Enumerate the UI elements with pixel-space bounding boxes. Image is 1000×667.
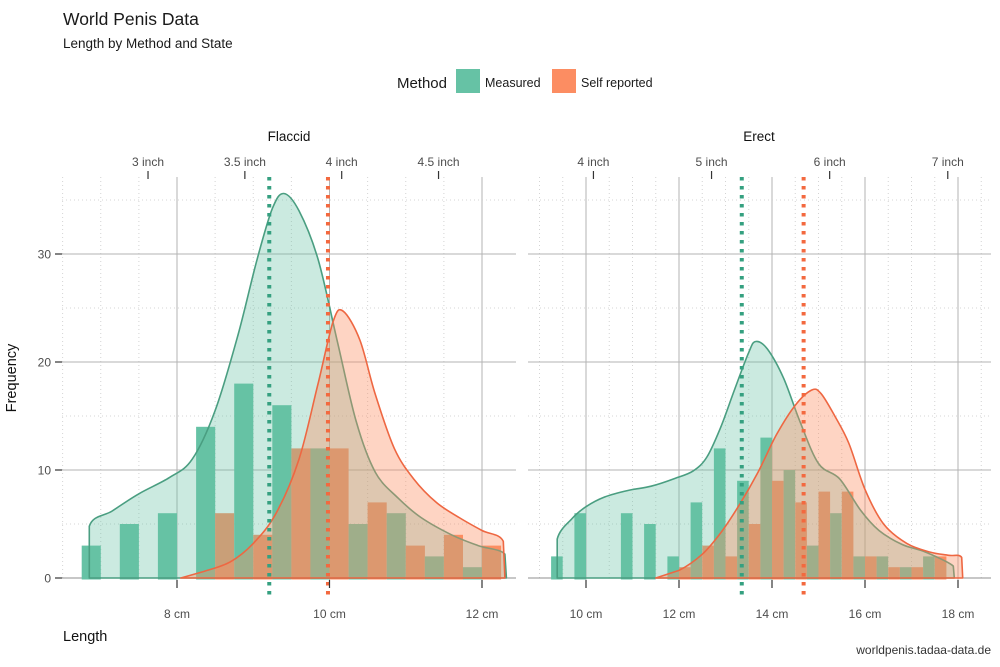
- x-tick-label-top: 4 inch: [326, 155, 358, 169]
- facet-label-erect: Erect: [743, 129, 775, 144]
- histogram-bar-self-reported: [841, 491, 854, 580]
- panel-background: [528, 177, 991, 580]
- histogram-bar-self-reported: [772, 480, 784, 580]
- y-axis: 0 10 20 30: [38, 248, 62, 586]
- histogram-bar-measured: [386, 513, 406, 580]
- caption: worldpenis.tadaa-data.de: [855, 643, 991, 657]
- histogram-bar-self-reported: [253, 534, 273, 580]
- histogram-bar-self-reported: [405, 545, 425, 580]
- histogram-bar-measured: [119, 524, 139, 580]
- x-tick-label-bottom: 14 cm: [756, 607, 789, 621]
- panel-erect: 10 cm 12 cm 14 cm 16 cm 18 cm 4 inch 5 inch 6 i…: [528, 155, 991, 621]
- histogram-bar-measured: [157, 513, 177, 580]
- x-tick-label-top: 4.5 inch: [418, 155, 460, 169]
- density-curve-measured: [88, 192, 508, 579]
- histogram-bar-measured: [272, 405, 292, 580]
- x-tick-label-bottom: 10 cm: [313, 607, 346, 621]
- histogram-bar-measured: [760, 437, 772, 580]
- x-tick-label-bottom: 16 cm: [849, 607, 882, 621]
- page-title: World Penis Data: [63, 9, 199, 29]
- histogram-bar-measured: [806, 545, 819, 580]
- x-tick-label-top: 3.5 inch: [224, 155, 266, 169]
- facet-label-flaccid: Flaccid: [268, 129, 311, 144]
- y-tick-label: 30: [38, 248, 52, 262]
- histogram-bar-measured: [853, 556, 865, 580]
- histogram-bar-measured: [310, 448, 330, 580]
- x-tick-label-bottom: 10 cm: [570, 607, 603, 621]
- histogram-bar-self-reported: [443, 534, 463, 580]
- histogram-bar-measured: [81, 545, 101, 580]
- y-tick-label: 0: [44, 572, 51, 586]
- legend-label-measured: Measured: [485, 76, 541, 90]
- histogram-bar-measured: [644, 524, 656, 580]
- histogram-bar-measured: [899, 567, 912, 580]
- x-tick-label-bottom: 18 cm: [942, 607, 975, 621]
- legend-swatch-self-reported: [552, 69, 576, 93]
- legend: Method Measured Self reported: [397, 69, 653, 93]
- histogram-bar-self-reported: [291, 448, 311, 580]
- x-tick-label-top: 4 inch: [577, 155, 609, 169]
- x-tick-label-top: 3 inch: [132, 155, 164, 169]
- x-tick-label-top: 5 inch: [696, 155, 728, 169]
- x-tick-label-bottom: 12 cm: [466, 607, 499, 621]
- histogram-bar-self-reported: [818, 491, 831, 580]
- legend-label-self-reported: Self reported: [581, 76, 653, 90]
- histogram-bar-self-reported: [725, 556, 738, 580]
- histogram-bar-self-reported: [911, 567, 924, 580]
- density-curve-self-reported: [655, 388, 964, 579]
- histogram-bar-measured: [574, 513, 586, 580]
- histogram-bar-measured: [620, 513, 633, 580]
- histogram-bar-self-reported: [367, 502, 387, 580]
- histogram-bar-self-reported: [679, 567, 691, 580]
- histogram-bar-self-reported: [748, 524, 761, 580]
- y-tick-label: 10: [38, 464, 52, 478]
- legend-title: Method: [397, 75, 447, 92]
- histogram-bar-measured: [462, 567, 482, 580]
- y-axis-title: Frequency: [4, 343, 20, 412]
- histogram-bar-measured: [234, 383, 254, 580]
- density-curve-self-reported: [180, 308, 506, 579]
- x-tick-label-top: 7 inch: [932, 155, 964, 169]
- histogram-bar-self-reported: [934, 556, 947, 580]
- histogram-bar-measured: [667, 556, 679, 580]
- density-curve-measured: [556, 340, 956, 579]
- histogram-bar-measured: [196, 426, 216, 580]
- x-axis-title: Length: [63, 629, 107, 645]
- histogram-bar-measured: [713, 448, 726, 580]
- histogram-bar-self-reported: [482, 545, 502, 580]
- histogram-bar-measured: [783, 470, 796, 580]
- histogram-bar-self-reported: [329, 448, 349, 580]
- histogram-bar-self-reported: [795, 502, 807, 580]
- histogram-bar-measured: [424, 556, 444, 580]
- histogram-bar-measured: [923, 556, 935, 580]
- x-tick-label-bottom: 12 cm: [663, 607, 696, 621]
- histogram-bar-measured: [830, 513, 842, 580]
- histogram-bar-self-reported: [888, 567, 900, 580]
- x-tick-label-bottom: 8 cm: [164, 607, 190, 621]
- legend-swatch-measured: [456, 69, 480, 93]
- y-tick-label: 20: [38, 356, 52, 370]
- histogram-bar-measured: [690, 502, 703, 580]
- x-tick-label-top: 6 inch: [814, 155, 846, 169]
- histogram-bar-measured: [876, 556, 889, 580]
- histogram-bar-self-reported: [702, 545, 714, 580]
- page-subtitle: Length by Method and State: [63, 36, 233, 51]
- histogram-bar-self-reported: [865, 556, 877, 580]
- histogram-bar-measured: [348, 524, 368, 580]
- panel-flaccid: 8 cm 10 cm 12 cm 3 inch 3.5 inch 4 inch 4.5 in…: [62, 155, 516, 621]
